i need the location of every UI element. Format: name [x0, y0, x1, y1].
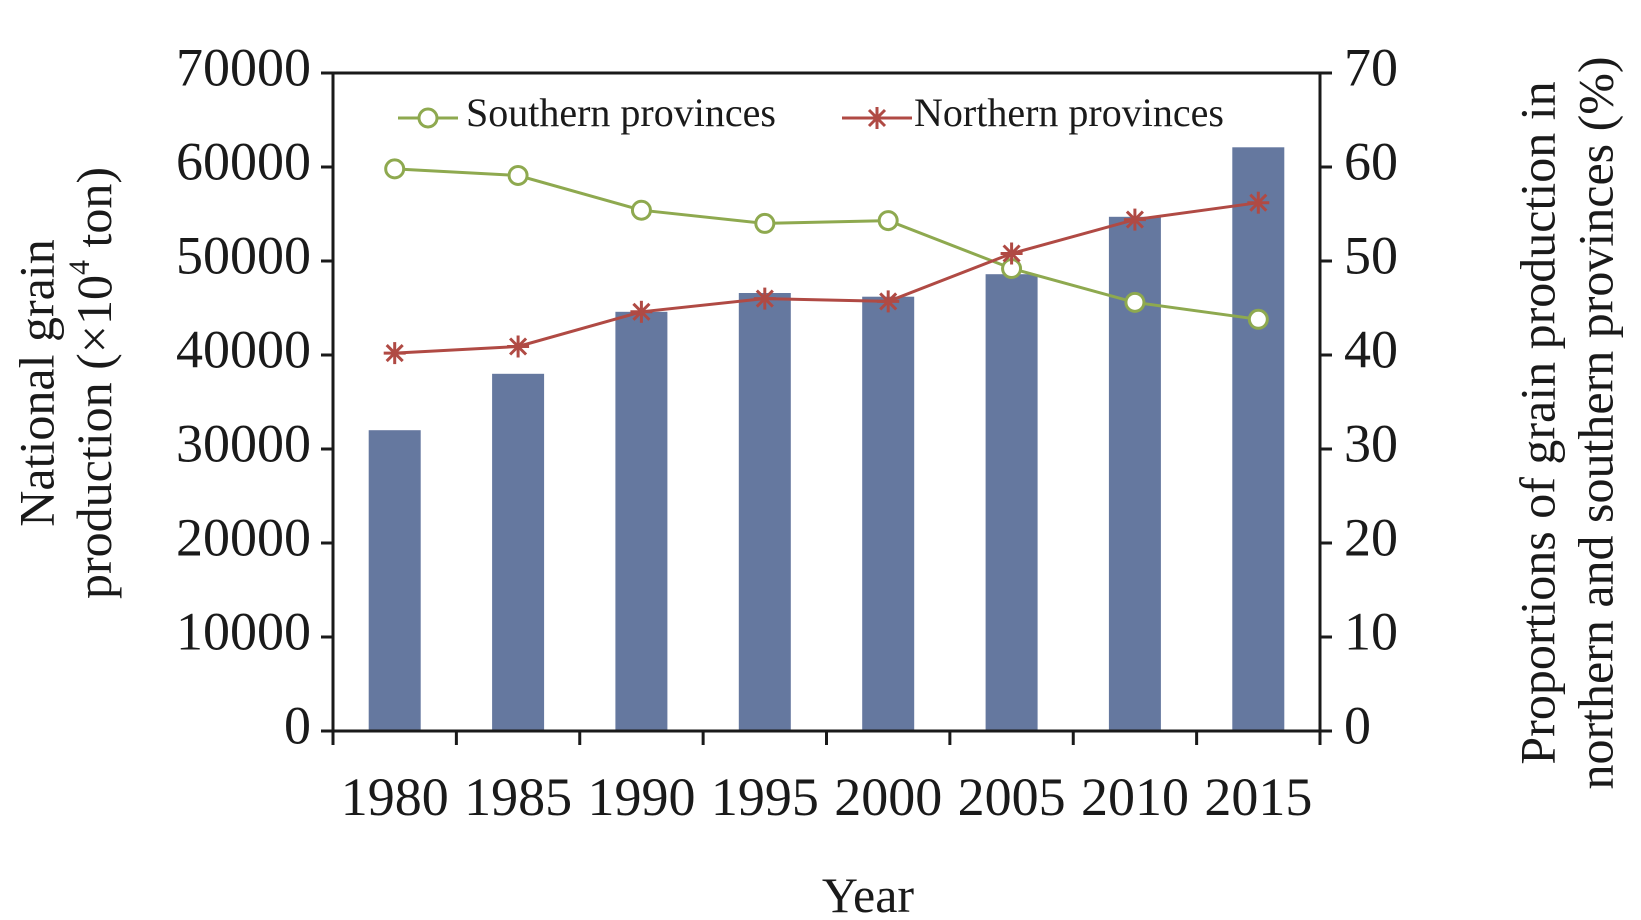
legend-southern-marker-icon	[417, 107, 439, 129]
axes-layer	[321, 71, 1332, 745]
bar-1995	[738, 293, 791, 731]
line-southern	[394, 167, 1259, 321]
bar-2015	[1232, 147, 1285, 732]
point-northern-1990	[630, 300, 653, 323]
point-southern-1985	[507, 164, 529, 186]
bar-1985	[492, 373, 545, 731]
point-northern-1985	[507, 335, 530, 358]
point-southern-2000	[877, 210, 899, 232]
x-tick-label-2010: 2010	[1081, 767, 1189, 827]
point-northern-2015	[1247, 191, 1270, 214]
right-axis-title: Proportions of grain production in north…	[1509, 56, 1623, 789]
left-axis-title-main: production (×10	[66, 275, 122, 599]
point-northern-1980	[383, 342, 406, 365]
right-tick-label: 30	[1344, 413, 1398, 473]
right-axis-title-line1: Proportions of grain production in	[1509, 81, 1565, 764]
right-tick-label: 10	[1344, 601, 1398, 661]
point-northern-2000	[877, 290, 900, 313]
tick-labels: 0 10000 20000 30000 40000 50000 60000 70000 0 10 2…	[176, 37, 1398, 827]
left-tick-label: 30000	[176, 413, 311, 473]
x-tick-label-1995: 1995	[711, 767, 819, 827]
right-tick-label: 0	[1344, 695, 1371, 755]
x-tick-label-1980: 1980	[341, 767, 449, 827]
bar-2005	[985, 274, 1038, 731]
left-tick-label: 40000	[176, 319, 311, 379]
left-tick-label: 0	[284, 695, 311, 755]
left-axis-title-superscript: 4	[63, 260, 96, 275]
bar-1980	[368, 430, 421, 731]
right-tick-label: 20	[1344, 507, 1398, 567]
x-tick-label-1990: 1990	[587, 767, 695, 827]
x-tick-label-2005: 2005	[958, 767, 1066, 827]
x-tick-label-1985: 1985	[464, 767, 572, 827]
left-tick-label: 50000	[176, 225, 311, 285]
left-tick-label: 60000	[176, 131, 311, 191]
right-axis-title-line2: northern and southern provinces (%)	[1567, 56, 1623, 789]
point-southern-1995	[754, 212, 776, 234]
x-tick-label-2000: 2000	[834, 767, 942, 827]
left-axis-title: National grain production (×104 ton)	[8, 167, 122, 599]
legend-northern-marker-icon	[866, 107, 888, 129]
left-tick-label: 70000	[176, 37, 311, 97]
x-tick-label-2015: 2015	[1204, 767, 1312, 827]
left-axis-title-line1: National grain	[8, 239, 64, 526]
point-southern-2015	[1247, 308, 1269, 330]
left-tick-label: 20000	[176, 507, 311, 567]
lines-layer	[383, 158, 1270, 365]
right-tick-label: 60	[1344, 131, 1398, 191]
bar-2000	[862, 296, 915, 731]
legend-northern-label: Northern provinces	[914, 90, 1224, 135]
right-tick-label: 50	[1344, 225, 1398, 285]
left-axis-title-end: ton)	[66, 167, 122, 260]
right-tick-label: 40	[1344, 319, 1398, 379]
left-axis-title-line2: production (×104 ton)	[63, 167, 123, 599]
x-axis-title: Year	[822, 867, 914, 920]
right-tick-label: 70	[1344, 37, 1398, 97]
legend-southern-label: Southern provinces	[466, 90, 776, 135]
left-tick-label: 10000	[176, 601, 311, 661]
legend: Southern provinces Northern provinces	[398, 90, 1224, 135]
point-northern-2005	[1000, 242, 1023, 265]
bars-layer	[368, 147, 1285, 732]
point-southern-1990	[630, 199, 652, 221]
point-northern-1995	[753, 287, 776, 310]
point-southern-2010	[1124, 291, 1146, 313]
legend-item-southern: Southern provinces	[398, 90, 776, 135]
line-northern	[394, 201, 1259, 355]
point-northern-2010	[1123, 208, 1146, 231]
point-southern-1980	[384, 158, 406, 180]
bar-1990	[615, 311, 668, 731]
legend-item-northern: Northern provinces	[842, 90, 1224, 135]
